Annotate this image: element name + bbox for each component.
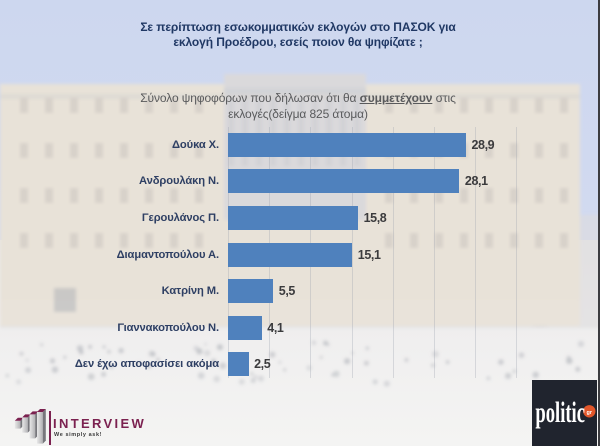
svg-text:politic: politic <box>535 397 585 429</box>
svg-text:gr: gr <box>587 410 593 416</box>
